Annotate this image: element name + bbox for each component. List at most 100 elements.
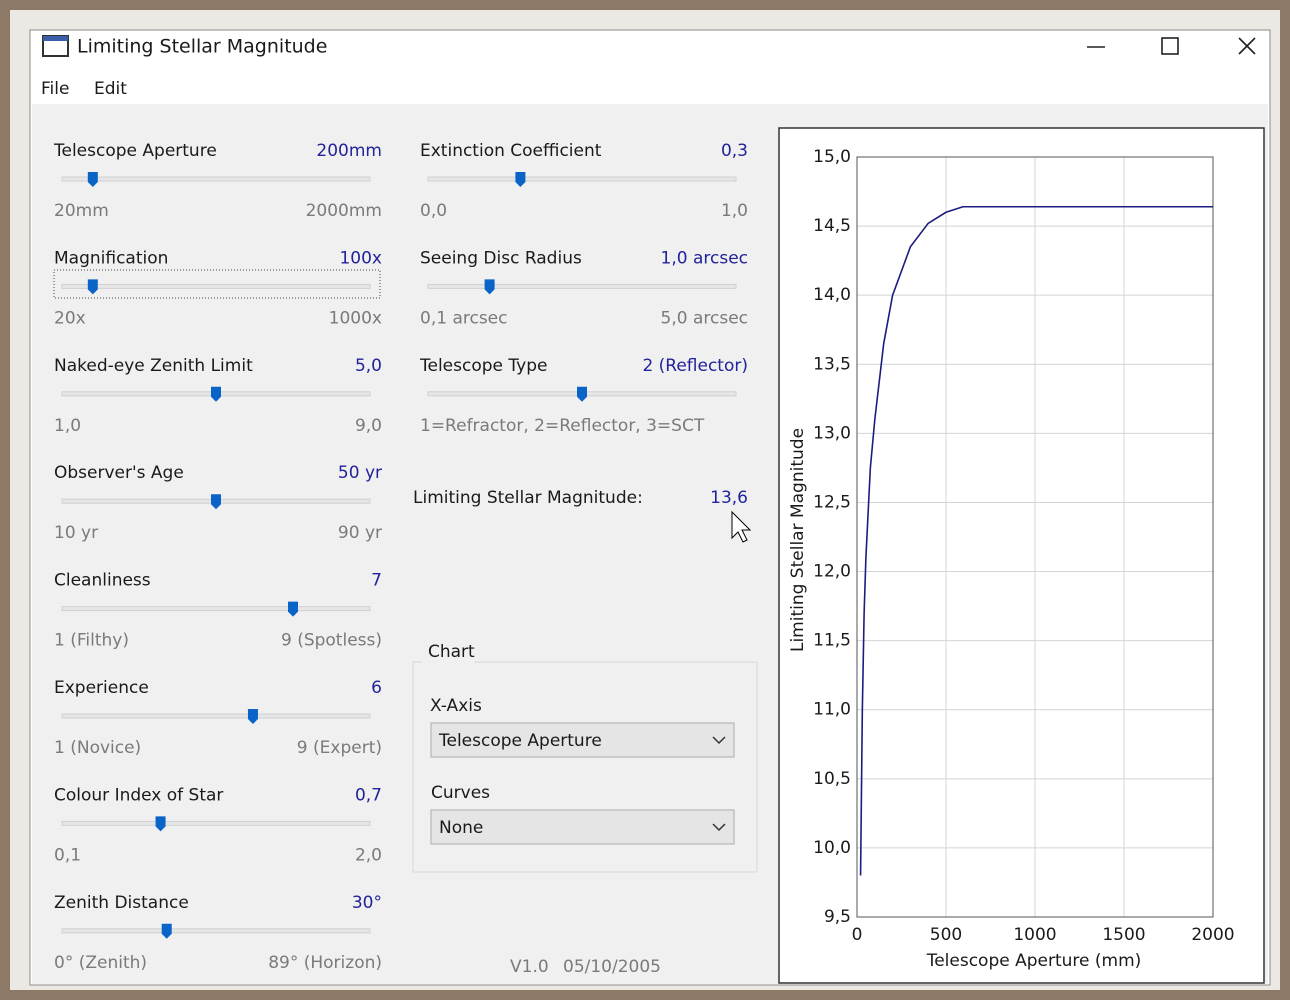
slider-label: Cleanliness [54,571,151,591]
slider-value: 6 [371,678,382,698]
slider-thumb[interactable] [288,601,298,617]
menu-item[interactable]: Edit [94,79,127,99]
slider-caption: 1=Refractor, 2=Reflector, 3=SCT [420,416,705,436]
version: V1.0 [510,957,549,977]
slider-label: Zenith Distance [54,893,189,913]
slider-max: 1,0 [721,201,748,221]
y-tick-label: 13,0 [813,423,851,443]
y-tick-label: 10,5 [813,769,851,789]
close-button[interactable] [1238,37,1256,55]
slider-label: Experience [54,678,149,698]
app-icon [42,35,69,57]
slider-min: 10 yr [54,523,98,543]
chevron [712,823,726,832]
slider-thumb[interactable] [515,172,526,187]
slider-max: 90 yr [338,523,382,543]
dropdown-value: None [439,818,483,838]
x-axis-dropdown[interactable]: Telescope Aperture [430,722,735,758]
dropdown-value: Telescope Aperture [438,731,602,751]
slider-value: 7 [371,571,382,591]
slider-label: Extinction Coefficient [420,141,602,161]
slider-min: 20x [54,308,86,328]
maximize-button[interactable] [1161,37,1179,55]
slider-value: 2 (Reflector) [642,356,748,376]
x-tick-label: 1000 [1013,925,1056,945]
dropdown-box[interactable] [430,809,735,845]
x-axis-title: Telescope Aperture (mm) [926,951,1142,971]
slider-value: 30° [352,893,382,913]
slider-thumb[interactable] [161,923,172,939]
slider-max: 1000x [329,308,382,328]
slider-value: 50 yr [338,463,382,483]
cursor [731,510,752,543]
y-tick-label: 14,0 [813,285,851,305]
slider-min: 20mm [54,201,109,221]
slider-max: 89° (Horizon) [268,953,382,973]
window-controls[interactable] [1087,37,1256,55]
slider-label: Seeing Disc Radius [420,248,582,268]
y-tick-label: 9,5 [824,907,851,927]
y-tick-label: 10,0 [813,838,851,858]
slider-max: 2,0 [355,845,382,865]
y-tick-label: 11,5 [813,631,851,651]
slider-thumb[interactable] [87,279,98,295]
slider-label: Telescope Type [419,356,547,376]
date: 05/10/2005 [563,957,661,977]
slider-value: 200mm [316,141,382,161]
slider-label: Naked-eye Zenith Limit [54,356,253,376]
y-tick-label: 12,0 [813,562,851,582]
group-title-bg [422,640,474,664]
data-line [859,205,1213,876]
slider-min: 0,1 [54,845,81,865]
slider-label: Magnification [54,248,168,268]
slider-value: 5,0 [355,356,382,376]
y-tick-label: 15,0 [813,147,851,167]
x-tick-label: 0 [852,925,863,945]
slider-thumb[interactable] [577,386,587,402]
x-tick-label: 1500 [1102,925,1145,945]
slider-max: 9,0 [355,416,382,436]
slider-max: 5,0 arcsec [661,308,748,328]
slider-thumb[interactable] [211,494,221,510]
curves-dropdown[interactable]: None [430,809,735,845]
chevron [712,736,726,745]
slider-max: 9 (Spotless) [281,631,382,651]
y-tick-label: 11,0 [813,700,851,720]
slider-track[interactable] [61,176,371,182]
slider-thumb[interactable] [211,386,221,402]
slider-track[interactable] [61,713,371,719]
slider-min: 1,0 [54,416,81,436]
slider-thumb[interactable] [87,172,98,187]
slider-label: Observer's Age [54,463,184,483]
slider-value: 100x [339,248,382,268]
x-tick-label: 2000 [1191,925,1234,945]
focus-rect [53,269,381,299]
result-value: 13,6 [710,488,748,508]
slider-track[interactable] [427,176,737,182]
slider-max: 9 (Expert) [297,738,382,758]
slider-thumb[interactable] [247,709,258,724]
slider-min: 0° (Zenith) [54,953,147,973]
slider-track[interactable] [61,606,371,612]
group-box [412,661,758,873]
curves-label: Curves [431,783,490,803]
slider-track[interactable] [61,283,371,289]
menu-item[interactable]: File [41,79,69,99]
slider-value: 1,0 arcsec [661,248,748,268]
y-axis-title: Limiting Stellar Magnitude [788,428,808,652]
slider-label: Colour Index of Star [54,785,223,805]
chart-panel [778,127,1265,984]
slider-value: 0,7 [355,785,382,805]
dropdown-box[interactable] [430,722,735,758]
result-label: Limiting Stellar Magnitude: [413,488,643,508]
slider-value: 0,3 [721,141,748,161]
slider-thumb[interactable] [155,816,166,832]
slider-min: 1 (Novice) [54,738,141,758]
slider-track[interactable] [427,283,737,289]
slider-track[interactable] [61,820,371,826]
slider-max: 2000mm [306,201,382,221]
slider-thumb[interactable] [484,279,495,295]
slider-track[interactable] [61,928,371,934]
slider-min: 0,1 arcsec [420,308,507,328]
